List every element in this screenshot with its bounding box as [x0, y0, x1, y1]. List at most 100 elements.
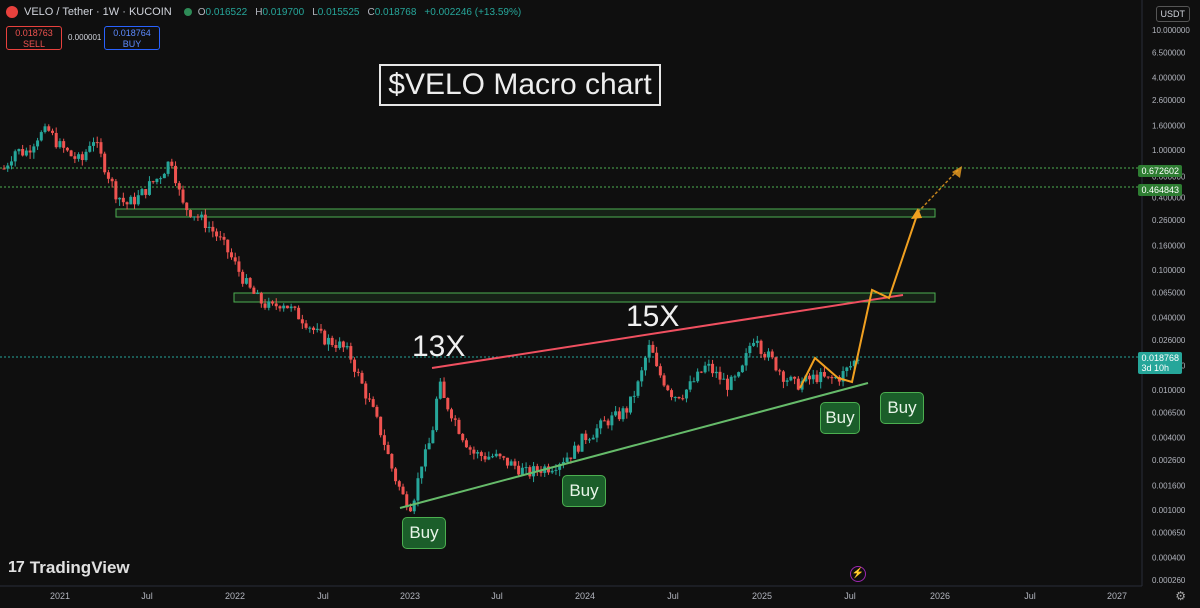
- buy-button[interactable]: 0.018764 BUY: [104, 26, 160, 50]
- candle-body: [50, 130, 54, 133]
- candle-body: [73, 156, 77, 159]
- time-tick-label: 2021: [50, 591, 70, 601]
- candle-body: [629, 396, 633, 413]
- candle-body: [289, 306, 293, 309]
- candle-body: [546, 466, 550, 473]
- candle-body: [278, 306, 282, 309]
- candle-body: [125, 202, 129, 205]
- candle-body: [140, 189, 144, 196]
- candle-body: [464, 440, 468, 448]
- candle-body: [498, 453, 502, 457]
- time-tick-label: 2024: [575, 591, 595, 601]
- candle-body: [375, 406, 379, 417]
- candle-body: [390, 454, 394, 469]
- candle-body: [610, 415, 614, 426]
- candle-body: [188, 210, 192, 217]
- candle-body: [24, 150, 28, 156]
- candle-body: [703, 365, 707, 373]
- candle-body: [200, 214, 204, 218]
- candle-body: [647, 344, 651, 358]
- price-tag-level-2: 0.464843: [1138, 184, 1182, 196]
- candle-body: [166, 161, 170, 174]
- time-tick-label: 2026: [930, 591, 950, 601]
- candle-body: [494, 453, 498, 457]
- candle-body: [789, 376, 793, 381]
- price-tick-label: 0.010000: [1152, 386, 1186, 395]
- candle-body: [684, 389, 688, 399]
- price-tick-label: 0.001000: [1152, 506, 1186, 515]
- candle-body: [561, 461, 565, 465]
- settings-gear-icon[interactable]: ⚙: [1175, 589, 1186, 603]
- candle-body: [438, 381, 442, 399]
- price-tick-label: 0.001600: [1152, 481, 1186, 490]
- candle-body: [558, 464, 562, 470]
- candle-body: [401, 486, 405, 495]
- candle-body: [461, 433, 465, 441]
- candle-body: [744, 353, 748, 366]
- sell-button[interactable]: 0.018763 SELL: [6, 26, 62, 50]
- candle-body: [88, 145, 92, 152]
- candle-body: [602, 420, 606, 422]
- candle-body: [811, 374, 815, 380]
- price-tag-level-1: 0.672602: [1138, 165, 1182, 177]
- candle-body: [293, 306, 297, 308]
- buy-tag-2025-a: Buy: [820, 402, 860, 434]
- candle-body: [360, 372, 364, 384]
- candle-body: [99, 142, 103, 154]
- candle-body: [591, 437, 595, 440]
- time-tick-label: Jul: [1024, 591, 1036, 601]
- candle-body: [632, 395, 636, 397]
- candle-body: [315, 328, 319, 331]
- current-price-tag: 0.018768 3d 10h: [1138, 352, 1182, 374]
- candle-body: [13, 151, 17, 162]
- candle-body: [763, 353, 767, 358]
- candle-body: [103, 153, 107, 173]
- candle-body: [796, 378, 800, 390]
- candle-body: [282, 305, 286, 309]
- tradingview-logo-text: TradingView: [29, 558, 130, 577]
- candle-body: [692, 381, 696, 383]
- time-tick-label: Jul: [141, 591, 153, 601]
- candle-body: [673, 396, 677, 398]
- candle-body: [539, 470, 543, 473]
- candle-body: [312, 327, 316, 331]
- candle-body: [110, 178, 114, 182]
- candle-body: [599, 420, 603, 429]
- candle-body: [43, 126, 47, 133]
- price-tick-label: 0.160000: [1152, 241, 1186, 250]
- candle-body: [405, 494, 409, 508]
- time-tick-label: 2022: [225, 591, 245, 601]
- candle-body: [793, 376, 797, 379]
- candle-body: [181, 189, 185, 203]
- candle-body: [147, 181, 151, 195]
- candle-body: [215, 231, 219, 237]
- candle-body: [670, 390, 674, 398]
- candle-body: [681, 398, 685, 400]
- candle-body: [192, 216, 196, 218]
- tradingview-logo[interactable]: 17 TradingView: [8, 558, 130, 578]
- candle-body: [80, 154, 84, 161]
- candle-body: [822, 371, 826, 377]
- candle-body: [587, 439, 591, 441]
- candle-body: [431, 430, 435, 444]
- projection-extension-arrowhead: [952, 166, 962, 178]
- sell-price: 0.018763: [15, 28, 53, 38]
- candle-body: [106, 172, 110, 179]
- tradingview-logo-icon: 17: [8, 559, 25, 576]
- candle-body: [28, 150, 32, 153]
- candle-body: [159, 178, 163, 180]
- candle-body: [849, 366, 853, 368]
- price-tick-label: 0.040000: [1152, 314, 1186, 323]
- candle-body: [554, 469, 558, 471]
- candle-body: [39, 132, 43, 141]
- candle-body: [379, 416, 383, 436]
- candle-body: [569, 457, 573, 459]
- candle-body: [416, 478, 420, 501]
- market-status-icon: [183, 8, 192, 16]
- candle-body: [707, 363, 711, 366]
- lightning-icon[interactable]: ⚡: [850, 566, 866, 582]
- symbol-title[interactable]: VELO / Tether · 1W · KUCOIN: [24, 6, 172, 18]
- candle-body: [576, 445, 580, 452]
- currency-selector[interactable]: USDT: [1155, 6, 1190, 22]
